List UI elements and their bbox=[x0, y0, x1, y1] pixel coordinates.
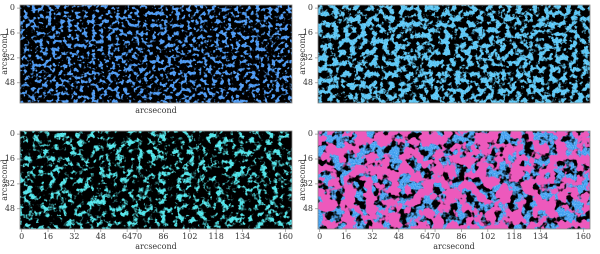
x-tick-label: 32 bbox=[367, 232, 377, 241]
x-tick-label: 160 bbox=[576, 232, 591, 241]
y-tick-label: 0 bbox=[308, 3, 313, 12]
x-tick-label: 102 bbox=[480, 232, 495, 241]
x-tick-label: 118 bbox=[507, 232, 522, 241]
y-tick-label: 48 bbox=[303, 78, 313, 87]
plot-frame bbox=[317, 4, 591, 104]
image-structure bbox=[20, 131, 292, 229]
x-tick-label: 102 bbox=[182, 232, 197, 241]
x-axis-label: arcsecond bbox=[433, 242, 474, 251]
x-axis-label: arcsecond bbox=[135, 106, 176, 115]
y-axis-label: arcsecond bbox=[0, 159, 9, 200]
plot-frame bbox=[19, 130, 293, 230]
x-tick-label: 16 bbox=[341, 232, 351, 241]
x-tick-label: 160 bbox=[278, 232, 293, 241]
x-tick-label: 0 bbox=[317, 232, 322, 241]
y-tick-label: 32 bbox=[303, 179, 313, 188]
y-tick-label: 0 bbox=[308, 129, 313, 138]
y-tick-label: 48 bbox=[303, 204, 313, 213]
x-tick-label: 48 bbox=[394, 232, 404, 241]
y-tick-label: 16 bbox=[5, 28, 15, 37]
x-tick-label: 134 bbox=[533, 232, 548, 241]
x-tick-label: 32 bbox=[69, 232, 79, 241]
y-tick-label: 32 bbox=[5, 179, 15, 188]
y-axis-label: arcsecond bbox=[298, 159, 307, 200]
y-axis-label: arcsecond bbox=[298, 33, 307, 74]
image-structure bbox=[318, 5, 590, 103]
x-axis-label: arcsecond bbox=[135, 242, 176, 251]
x-tick-label: 118 bbox=[209, 232, 224, 241]
x-tick-label: 70 bbox=[430, 232, 440, 241]
y-tick-label: 32 bbox=[5, 53, 15, 62]
x-tick-label: 134 bbox=[235, 232, 250, 241]
y-tick-label: 16 bbox=[5, 154, 15, 163]
y-tick-label: 16 bbox=[303, 154, 313, 163]
x-tick-label: 48 bbox=[96, 232, 106, 241]
y-tick-label: 0 bbox=[10, 129, 15, 138]
y-tick-label: 32 bbox=[303, 53, 313, 62]
x-tick-label: 64 bbox=[420, 232, 430, 241]
y-tick-label: 48 bbox=[5, 78, 15, 87]
y-axis-label: arcsecond bbox=[0, 33, 9, 74]
image-structure bbox=[318, 131, 590, 229]
x-tick-label: 86 bbox=[158, 232, 168, 241]
y-tick-label: 48 bbox=[5, 204, 15, 213]
x-tick-label: 0 bbox=[19, 232, 24, 241]
y-tick-label: 16 bbox=[303, 28, 313, 37]
x-tick-label: 86 bbox=[456, 232, 466, 241]
plot-frame bbox=[317, 130, 591, 230]
x-tick-label: 70 bbox=[132, 232, 142, 241]
x-tick-label: 16 bbox=[43, 232, 53, 241]
x-tick-label: 64 bbox=[122, 232, 132, 241]
plot-frame bbox=[19, 4, 293, 104]
image-structure bbox=[20, 5, 292, 103]
y-tick-label: 0 bbox=[10, 3, 15, 12]
